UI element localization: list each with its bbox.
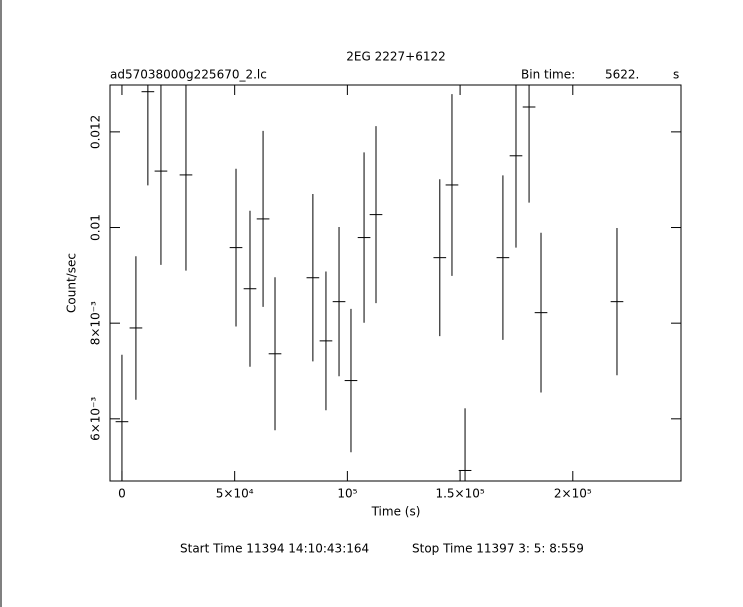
- subtitle: ad57038000g225670_2.lc: [110, 68, 267, 82]
- x-tick-label: 1.5×10⁵: [435, 487, 484, 501]
- x-tick-label: 10⁵: [337, 487, 357, 501]
- y-axis-label: Count/sec: [65, 253, 79, 313]
- chart-title: 2EG 2227+6122: [346, 50, 445, 64]
- start-time: Start Time 11394 14:10:43:164: [180, 542, 369, 556]
- bin-time-unit: s: [673, 68, 679, 82]
- x-axis-label: Time (s): [371, 505, 421, 519]
- bin-time: 5622.: [605, 68, 639, 82]
- plot-frame: [109, 84, 682, 482]
- x-tick-label: 0: [118, 487, 126, 501]
- y-tick-label: 8×10⁻³: [89, 301, 103, 345]
- bin-time-label: Bin time:: [521, 68, 575, 82]
- x-tick-label: 5×10⁴: [216, 487, 254, 501]
- y-tick-label: 0.012: [89, 115, 103, 149]
- stop-time: Stop Time 11397 3: 5: 8:559: [412, 542, 584, 556]
- x-tick-label: 2×10⁵: [554, 487, 592, 501]
- plot-area: [115, 85, 624, 481]
- y-tick-label: 0.01: [89, 214, 103, 241]
- y-tick-label: 6×10⁻³: [89, 397, 103, 441]
